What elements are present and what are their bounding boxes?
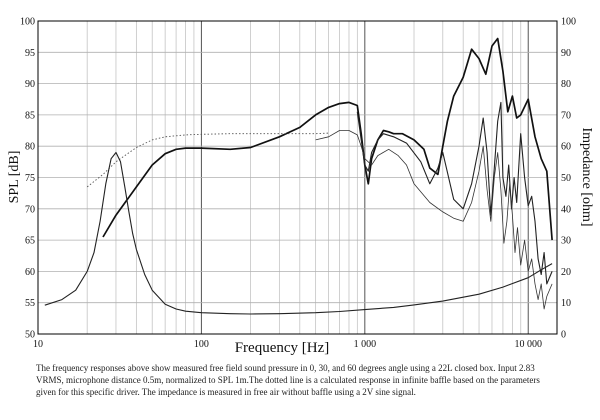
series-line-0-degrees bbox=[102, 37, 553, 241]
y-tick-label-right: 60 bbox=[561, 142, 571, 153]
y-axis-label-right: Impedance [ohm] bbox=[579, 127, 594, 226]
x-tick-label: 10 bbox=[33, 339, 43, 350]
grid bbox=[38, 21, 557, 334]
series-line-60-degrees bbox=[315, 130, 553, 310]
y-tick-label-right: 20 bbox=[561, 267, 571, 278]
y-tick-label-left: 55 bbox=[25, 298, 35, 309]
x-tick-label: 1 000 bbox=[354, 339, 377, 350]
y-tick-label-right: 80 bbox=[561, 79, 571, 90]
series-line-30-degrees bbox=[356, 101, 553, 285]
y-tick-label-right: 100 bbox=[561, 17, 576, 28]
tick-labels: 50 55 60 65 70 75 80 85 90 95 100 0 10 20 30 40 50 60 70 80… bbox=[20, 17, 576, 351]
y-tick-label-right: 90 bbox=[561, 48, 571, 59]
y-tick-label-left: 75 bbox=[25, 173, 35, 184]
y-tick-label-left: 70 bbox=[25, 204, 35, 215]
y-tick-label-right: 40 bbox=[561, 204, 571, 215]
frequency-response-chart: 50 55 60 65 70 75 80 85 90 95 100 0 10 20 30 40 50 60 70 80… bbox=[7, 17, 594, 357]
plot-frame bbox=[37, 20, 558, 335]
y-tick-label-left: 95 bbox=[25, 48, 35, 59]
figure-caption: The frequency responses above show measu… bbox=[36, 363, 540, 397]
y-tick-label-right: 50 bbox=[561, 173, 571, 184]
y-tick-label-right: 10 bbox=[561, 298, 571, 309]
series-group bbox=[44, 37, 553, 315]
y-tick-label-right: 30 bbox=[561, 236, 571, 247]
y-tick-label-left: 90 bbox=[25, 79, 35, 90]
y-tick-label-left: 100 bbox=[20, 17, 35, 28]
series-line-impedance bbox=[44, 151, 553, 315]
x-axis-label: Frequency [Hz] bbox=[235, 340, 330, 356]
y-tick-label-right: 0 bbox=[561, 330, 566, 341]
y-tick-label-left: 50 bbox=[25, 330, 35, 341]
y-tick-label-left: 60 bbox=[25, 267, 35, 278]
x-tick-label: 10 000 bbox=[514, 339, 542, 350]
y-tick-label-left: 80 bbox=[25, 142, 35, 153]
y-tick-label-left: 85 bbox=[25, 110, 35, 121]
y-axis-label-left: SPL [dB] bbox=[7, 151, 22, 204]
y-tick-label-right: 70 bbox=[561, 110, 571, 121]
y-tick-label-left: 65 bbox=[25, 236, 35, 247]
x-tick-label: 100 bbox=[194, 339, 209, 350]
